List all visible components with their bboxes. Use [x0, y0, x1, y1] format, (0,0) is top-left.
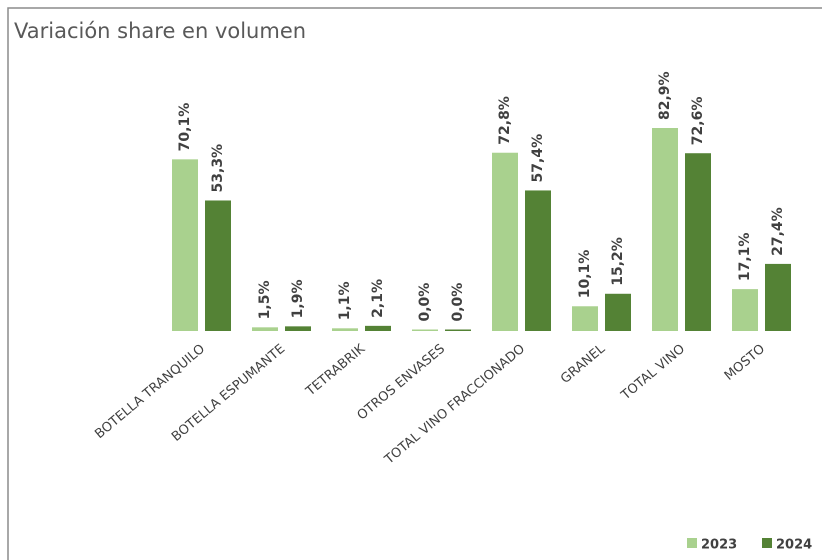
bar [445, 329, 471, 331]
value-label: 2,1% [370, 279, 386, 318]
value-label: 10,1% [577, 250, 593, 299]
value-label: 0,0% [417, 283, 433, 322]
bar [685, 153, 711, 331]
value-label: 15,2% [610, 237, 626, 286]
legend-label: 2024 [776, 538, 812, 553]
bar [252, 327, 278, 331]
chart-title: Variación share en volumen [14, 19, 306, 43]
legend-swatch [762, 538, 772, 548]
value-label: 1,9% [290, 280, 306, 319]
value-label: 1,5% [257, 280, 273, 319]
bar [412, 329, 438, 331]
bar [285, 326, 311, 331]
bar [525, 190, 551, 331]
bar [572, 306, 598, 331]
value-label: 82,9% [657, 71, 673, 120]
value-label: 17,1% [737, 233, 753, 282]
bar [652, 128, 678, 331]
value-label: 0,0% [450, 283, 466, 322]
value-label: 72,8% [497, 96, 513, 145]
legend-swatch [687, 538, 697, 548]
value-label: 27,4% [770, 207, 786, 256]
value-label: 53,3% [210, 144, 226, 193]
bar [605, 293, 631, 331]
value-label: 70,1% [177, 103, 193, 152]
bar [365, 325, 391, 331]
bar [492, 152, 518, 331]
value-label: 57,4% [530, 134, 546, 183]
bar [765, 263, 791, 331]
bar [205, 200, 231, 331]
value-label: 72,6% [690, 97, 706, 146]
bar [172, 159, 198, 331]
value-label: 1,1% [337, 281, 353, 320]
bar [732, 289, 758, 331]
bar [332, 328, 358, 331]
legend-label: 2023 [701, 538, 737, 553]
